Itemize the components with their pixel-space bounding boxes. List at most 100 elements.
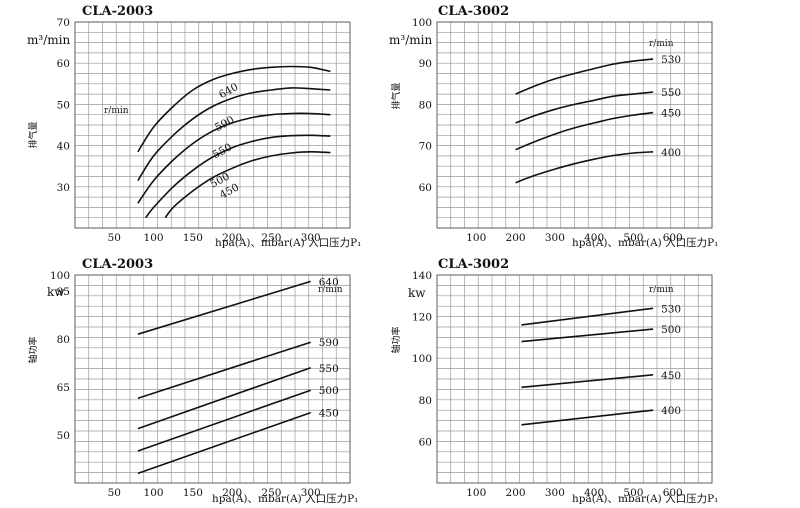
- x-tick-label: 250: [261, 232, 281, 244]
- x-tick-label: 200: [222, 232, 242, 244]
- y-tick-label: 70: [419, 141, 432, 153]
- series-label: 450: [661, 108, 681, 120]
- rpm-label: r/min: [318, 285, 343, 295]
- series-line-450: [137, 411, 311, 475]
- series-label: 400: [661, 405, 681, 417]
- x-tick-label: 100: [466, 232, 486, 244]
- x-tick-label: 200: [506, 232, 526, 244]
- series-line-550: [137, 112, 331, 204]
- series-line-400: [515, 151, 654, 184]
- y-tick-label: 50: [57, 430, 70, 442]
- series-line-590: [137, 341, 311, 399]
- y-tick-label: 60: [419, 182, 432, 194]
- x-tick-label: 100: [144, 487, 164, 499]
- x-tick-label: 400: [584, 232, 604, 244]
- x-tick-label: 150: [183, 487, 203, 499]
- y-tick-label: 70: [57, 17, 70, 29]
- chart-title: CLA-3002: [438, 4, 509, 19]
- y-axis-label: 轴功率: [390, 326, 402, 353]
- series-label: 640: [319, 276, 339, 288]
- y-tick-label: 100: [50, 270, 70, 282]
- y-tick-label: 80: [419, 395, 432, 407]
- series-line-590: [137, 87, 331, 182]
- series-line-530: [521, 307, 654, 326]
- rpm-label: r/min: [649, 39, 674, 49]
- y-tick-label: 95: [57, 286, 70, 298]
- y-tick-label: 60: [419, 436, 432, 448]
- chart-title: CLA-2003: [82, 257, 153, 272]
- x-axis-label: hpa(A)、mbar(A) 入口压力P₁: [572, 236, 718, 249]
- series-label: 500: [661, 324, 681, 336]
- y-axis-label: 轴功率: [27, 336, 39, 363]
- y-tick-label: 100: [412, 17, 432, 29]
- series-line-550: [515, 91, 654, 124]
- y-tick-label: 120: [412, 312, 432, 324]
- grid: [436, 21, 713, 229]
- y-tick-label: 100: [412, 353, 432, 365]
- x-tick-label: 600: [663, 487, 683, 499]
- series-label: 550: [661, 87, 681, 99]
- series-label: 450: [661, 370, 681, 382]
- series-label: 530: [661, 54, 681, 66]
- series-line-500: [137, 389, 311, 452]
- x-axis-label: hpa(A)、mbar(A) 入口压力P₁: [212, 492, 358, 505]
- x-tick-label: 200: [222, 487, 242, 499]
- series-line-500: [521, 328, 654, 343]
- series-line-640: [137, 65, 331, 153]
- y-tick-label: 50: [57, 99, 70, 111]
- series-label: 550: [319, 363, 339, 375]
- y-tick-label: 80: [57, 334, 70, 346]
- series-line-450: [521, 374, 654, 389]
- series-label: 590: [319, 337, 339, 349]
- y-tick-label: 140: [412, 270, 432, 282]
- series-label: 400: [661, 147, 681, 159]
- x-tick-label: 400: [584, 487, 604, 499]
- chart-title: CLA-3002: [438, 257, 509, 272]
- x-tick-label: 50: [108, 487, 121, 499]
- series-line-550: [137, 367, 311, 430]
- series-line-450: [515, 111, 654, 151]
- x-tick-label: 600: [663, 232, 683, 244]
- y-axis-label: 排气量: [27, 121, 39, 148]
- series-line-500: [145, 134, 331, 219]
- plot-frame: [74, 21, 351, 229]
- x-tick-label: 250: [261, 487, 281, 499]
- rpm-label: r/min: [649, 285, 674, 295]
- x-axis-label: hpa(A)、mbar(A) 入口压力P₁: [215, 236, 361, 249]
- y-tick-label: 65: [57, 382, 70, 394]
- x-tick-label: 300: [545, 487, 565, 499]
- y-axis-label: 排气量: [390, 82, 402, 109]
- x-tick-label: 150: [183, 232, 203, 244]
- chart-cla2003-flow: CLA-2003 m³/min 排气量 hpa(A)、mbar(A) 入口压力P…: [27, 4, 361, 249]
- y-tick-label: 30: [57, 182, 70, 194]
- x-tick-label: 300: [545, 232, 565, 244]
- chart-cla2003-power: CLA-2003 kw 轴功率 hpa(A)、mbar(A) 入口压力P₁ r/…: [27, 257, 358, 505]
- series-line-400: [521, 409, 654, 426]
- x-tick-label: 100: [466, 487, 486, 499]
- y-tick-label: 60: [57, 58, 70, 70]
- y-tick-label: 80: [419, 99, 432, 111]
- y-axis-unit: m³/min: [389, 33, 432, 47]
- series-label: 450: [319, 408, 339, 420]
- series-label: 590: [213, 114, 236, 134]
- x-tick-label: 500: [623, 487, 643, 499]
- plot-frame: [436, 274, 713, 484]
- series-label: 530: [661, 303, 681, 315]
- y-axis-unit: kw: [408, 286, 426, 300]
- x-tick-label: 50: [108, 232, 121, 244]
- y-tick-label: 40: [57, 141, 70, 153]
- y-axis-unit: kw: [47, 285, 65, 299]
- grid: [74, 21, 351, 229]
- y-tick-label: 90: [419, 58, 432, 70]
- y-axis-unit: m³/min: [27, 33, 70, 47]
- series-line-640: [137, 280, 311, 335]
- series-line-450: [164, 150, 331, 219]
- x-tick-label: 100: [144, 232, 164, 244]
- x-tick-label: 300: [301, 232, 321, 244]
- x-tick-label: 300: [301, 487, 321, 499]
- grid: [74, 274, 351, 484]
- chart-cla3002-flow: CLA-3002 m³/min 排气量 hpa(A)、mbar(A) 入口压力P…: [389, 4, 718, 249]
- chart-cla3002-power: CLA-3002 kw 轴功率 hpa(A)、mbar(A) 入口压力P₁ r/…: [390, 257, 718, 505]
- plot-frame: [436, 21, 713, 229]
